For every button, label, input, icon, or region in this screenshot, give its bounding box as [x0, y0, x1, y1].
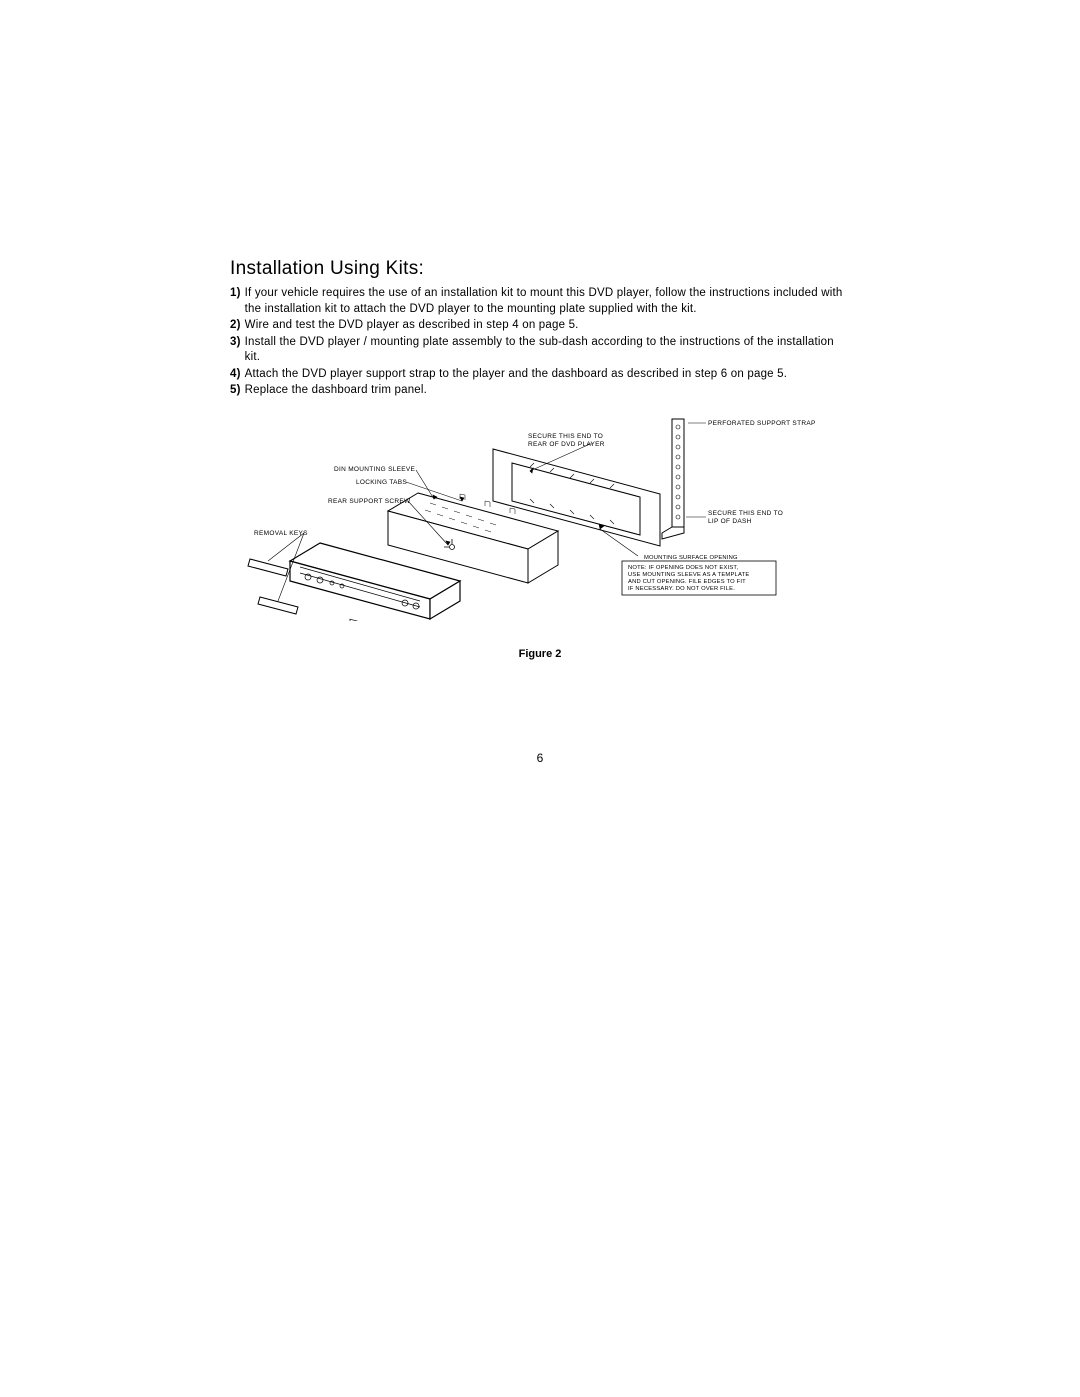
item-text: Replace the dashboard trim panel. — [245, 383, 850, 399]
figure-caption: Figure 2 — [230, 648, 850, 660]
label-secure-rear-1: SECURE THIS END TO — [528, 433, 603, 440]
label-removal-keys: REMOVAL KEYS — [254, 530, 308, 537]
item-number: 1) — [230, 286, 241, 317]
item-text: Wire and test the DVD player as describe… — [245, 318, 850, 334]
instruction-list: 1) If your vehicle requires the use of a… — [230, 286, 850, 399]
item-text: Attach the DVD player support strap to t… — [245, 367, 850, 383]
item-number: 3) — [230, 335, 241, 366]
note-line: IF NECESSARY. DO NOT OVER FILE. — [628, 586, 735, 592]
label-secure-dash-1: SECURE THIS END TO — [708, 510, 783, 517]
document-page: Installation Using Kits: 1) If your vehi… — [0, 0, 1080, 1397]
item-number: 5) — [230, 383, 241, 399]
item-text: If your vehicle requires the use of an i… — [245, 286, 850, 317]
item-number: 4) — [230, 367, 241, 383]
label-secure-dash-2: LIP OF DASH — [708, 518, 752, 525]
note-box: MOUNTING SURFACE OPENING NOTE: IF OPENIN… — [622, 555, 776, 595]
item-number: 2) — [230, 318, 241, 334]
list-item: 4) Attach the DVD player support strap t… — [230, 367, 850, 383]
list-item: 1) If your vehicle requires the use of a… — [230, 286, 850, 317]
list-item: 3) Install the DVD player / mounting pla… — [230, 335, 850, 366]
figure-container: PERFORATED SUPPORT STRAP SECURE THIS END… — [230, 411, 850, 660]
label-locking-tabs: LOCKING TABS — [356, 479, 407, 486]
note-title: MOUNTING SURFACE OPENING — [644, 555, 738, 561]
label-din-sleeve: DIN MOUNTING SLEEVE — [334, 466, 416, 473]
item-text: Install the DVD player / mounting plate … — [245, 335, 850, 366]
note-line: USE MOUNTING SLEEVE AS A TEMPLATE — [628, 572, 749, 578]
list-item: 5) Replace the dashboard trim panel. — [230, 383, 850, 399]
page-number: 6 — [0, 751, 1080, 765]
label-secure-rear-2: REAR OF DVD PLAYER — [528, 441, 605, 448]
installation-diagram: PERFORATED SUPPORT STRAP SECURE THIS END… — [230, 411, 850, 621]
list-item: 2) Wire and test the DVD player as descr… — [230, 318, 850, 334]
section-heading: Installation Using Kits: — [230, 258, 850, 280]
label-rear-screw: REAR SUPPORT SCREW — [328, 498, 411, 505]
note-line: NOTE: IF OPENING DOES NOT EXIST, — [628, 565, 739, 571]
note-line: AND CUT OPENING. FILE EDGES TO FIT — [628, 579, 746, 585]
label-perforated-strap: PERFORATED SUPPORT STRAP — [708, 420, 816, 427]
